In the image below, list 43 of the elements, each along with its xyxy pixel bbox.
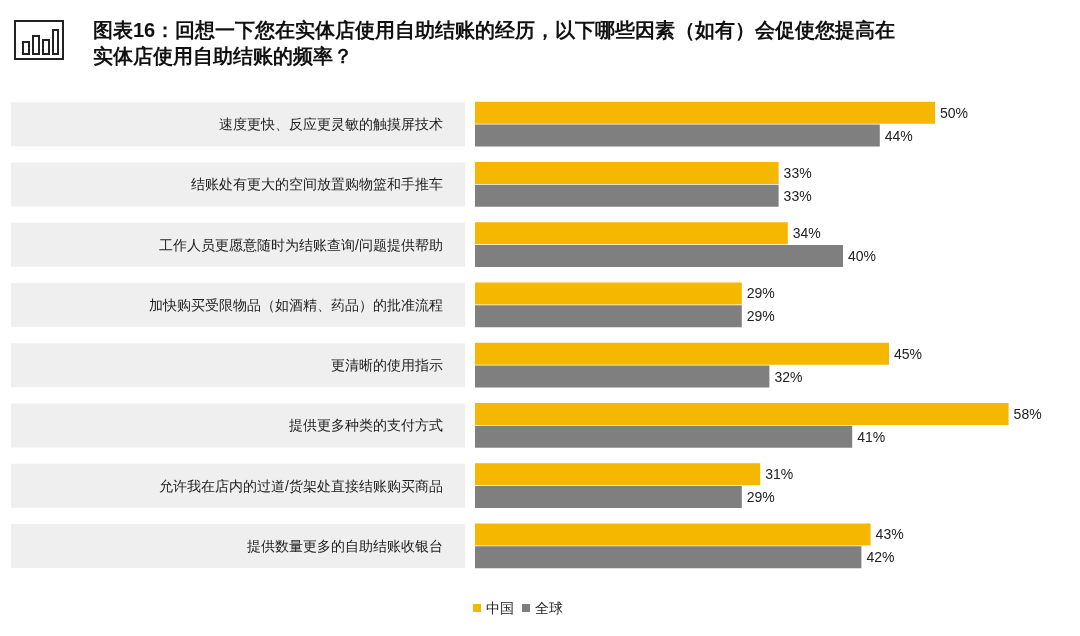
bar [475,342,889,365]
data-label: 34% [792,225,821,242]
data-label: 31% [765,466,794,483]
y-tick-label: 工作人员更愿意随时为结账查询/问题提供帮助 [159,236,443,253]
chart-title: 图表16：回想一下您在实体店使用自助结账的经历，以下哪些因素（如有）会促使您提高在实体店使用自助结账的频率？ [93,19,896,67]
data-label: 40% [848,248,877,265]
bar [475,305,742,328]
data-label: 29% [746,489,775,506]
data-label: 50% [940,104,969,121]
bar [475,161,779,184]
data-label: 45% [894,345,923,362]
data-label: 33% [783,187,812,204]
bar [475,101,935,124]
data-label: 29% [746,308,775,325]
bar [475,546,862,569]
y-tick-label: 加快购买受限物品（如酒精、药品）的批准流程 [149,296,443,313]
bar [475,523,871,546]
data-label: 41% [857,428,886,445]
data-label: 42% [866,549,895,566]
bar [475,402,1009,425]
y-tick-label: 结账处有更大的空间放置购物篮和手推车 [191,176,443,193]
data-label: 29% [746,285,775,302]
y-tick-label: 提供更多种类的支付方式 [289,417,443,434]
data-label: 44% [884,127,913,144]
bar [475,425,853,448]
legend-label: 全球 [535,600,563,616]
y-tick-label: 允许我在店内的过道/货架处直接结账购买商品 [159,477,443,494]
bar [475,222,788,245]
bar [475,365,770,388]
data-label: 43% [875,526,904,543]
bar [475,463,761,486]
y-tick-label: 更清晰的使用指示 [331,357,443,374]
bar [475,486,742,509]
data-label: 32% [774,368,803,385]
data-label: 33% [783,164,812,181]
legend-label: 中国 [486,600,514,616]
data-label: 58% [1013,405,1042,422]
bar [475,282,742,305]
bar [475,184,779,207]
y-tick-label: 提供数量更多的自助结账收银台 [247,537,443,554]
bar [475,124,880,147]
y-tick-label: 速度更快、反应更灵敏的触摸屏技术 [219,116,443,133]
bar [475,245,843,268]
